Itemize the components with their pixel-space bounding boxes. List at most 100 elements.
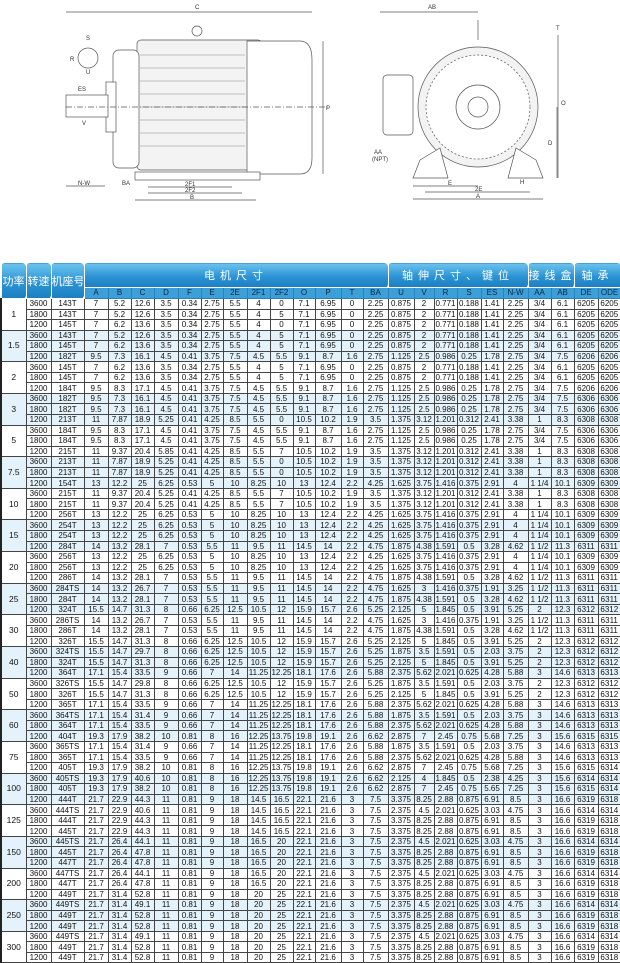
dim-cell-ode: 6318 — [597, 951, 620, 963]
dim-cell-2f2: 12 — [269, 656, 294, 669]
dim-cell-ode: 6312 — [597, 677, 620, 690]
dim-cell-t: 2.2 — [340, 508, 364, 521]
dim-cell-de: 6312 — [573, 603, 599, 616]
dim-cell-a: 7 — [83, 319, 109, 331]
dim-cell-p: 21.6 — [314, 867, 342, 880]
dim-cell-de: 6314 — [573, 804, 599, 816]
dim-cell-u: 3.375 — [387, 951, 415, 963]
dim-cell-u: 1.875 — [387, 540, 415, 553]
header-group-row: 功率 转速 机座号 电机尺寸 轴伸尺寸、键位 接线盒 轴承 — [0, 262, 620, 299]
frame-cell: 143T — [50, 308, 85, 321]
dim-cell-aa: 2 — [527, 646, 552, 658]
dim-cell-c: 26.7 — [130, 582, 155, 595]
dim-cell-f: 0.66 — [177, 667, 202, 679]
dim-cell-ba: 2.25 — [362, 308, 389, 321]
dim-cell-2e: 18 — [222, 951, 248, 963]
header-frame: 机座号 — [50, 262, 85, 299]
frame-cell: 284TS — [50, 582, 85, 595]
dim-cell-2f1: 11.25 — [246, 740, 271, 753]
dim-cell-t: 1.6 — [340, 392, 364, 405]
dim-cell-2e: 7.5 — [222, 435, 248, 447]
dim-cell-s: 0.312 — [456, 498, 482, 510]
dim-cell-2f2: 10 — [269, 519, 294, 532]
dim-cell-2f1: 4.5 — [246, 350, 271, 363]
table-row: 1200 365T 17.1 15.4 33.5 9 0.66 7 14 11.25 12.25 18… — [1, 698, 620, 711]
dim-cell-2f2: 16.5 — [269, 804, 294, 816]
frame-cell: 213T — [50, 466, 85, 479]
dim-cell-ode: 6318 — [597, 878, 620, 890]
dim-cell-de: 6312 — [573, 646, 599, 658]
dim-cell-ode: 6318 — [597, 920, 620, 932]
dim-cell-2f2: 13.75 — [269, 762, 294, 774]
dim-cell-2f1: 5.5 — [246, 487, 271, 500]
dim-cell-r: 1.591 — [433, 593, 458, 605]
dim-cell-t: 3 — [340, 846, 364, 858]
speed-cell: 3600 — [25, 677, 52, 690]
dim-cell-p: 8.7 — [314, 350, 342, 363]
dim-cell-2e: 18 — [222, 825, 248, 837]
dim-cell-b: 8.3 — [107, 424, 132, 437]
dim-cell-ab: 10.1 — [550, 477, 575, 489]
dim-cell-e: 2.75 — [200, 361, 224, 373]
dim-cell-t: 2.2 — [340, 582, 364, 595]
dim-cell-o: 7.1 — [292, 298, 316, 310]
frame-cell: 182T — [50, 392, 85, 405]
speed-cell: 1200 — [25, 540, 52, 553]
dim-cell-de: 6205 — [573, 371, 599, 384]
dim-cell-o: 13 — [292, 508, 316, 521]
dim-cell-aa: 3 — [527, 709, 552, 721]
dim-cell-o: 10.5 — [292, 445, 316, 458]
dim-cell-c: 25 — [130, 530, 155, 542]
speed-cell: 1800 — [25, 308, 52, 321]
dim-cell-ode: 6308 — [597, 487, 620, 500]
frame-cell: 405T — [50, 762, 85, 774]
dim-cell-d: 10 — [153, 730, 179, 742]
dim-cell-e: 7 — [200, 667, 224, 679]
dim-cell-a: 14 — [83, 572, 109, 584]
dim-cell-f: 0.41 — [177, 445, 202, 458]
dim-cell-r: 0.986 — [433, 424, 458, 437]
dim-cell-r: 1.845 — [433, 656, 458, 669]
dim-cell-c: 38.2 — [130, 762, 155, 774]
dim-cell-es: 3.03 — [480, 867, 504, 880]
power-cell: 100 — [0, 772, 27, 806]
dim-cell-b: 6.2 — [107, 371, 132, 384]
dim-cell-aa: 3 — [527, 751, 552, 764]
dim-cell-es: 3.91 — [480, 635, 504, 648]
dim-cell-b: 31.4 — [107, 930, 132, 943]
dim-cell-ab: 8.3 — [550, 445, 575, 458]
dim-cell-2f1: 14.5 — [246, 814, 271, 827]
dim-cell-u: 3.375 — [387, 846, 415, 858]
dim-cell-r: 2.021 — [433, 804, 458, 816]
dim-cell-2e: 11 — [222, 582, 248, 595]
dim-cell-o: 22.1 — [292, 951, 316, 963]
frame-cell: 286T — [50, 624, 85, 637]
dim-cell-n-w: 7.25 — [502, 783, 529, 795]
dim-cell-f: 0.66 — [177, 603, 202, 616]
dim-cell-es: 2.41 — [480, 456, 504, 468]
dim-cell-2e: 12.5 — [222, 635, 248, 648]
dim-cell-o: 15.9 — [292, 656, 316, 669]
dim-cell-c: 18.9 — [130, 466, 155, 479]
dim-cell-es: 2.91 — [480, 519, 504, 532]
dim-cell-2f2: 10 — [269, 508, 294, 521]
dim-cell-2e: 5.5 — [222, 371, 248, 384]
dim-cell-2f2: 12 — [269, 646, 294, 658]
dim-cell-t: 2.2 — [340, 540, 364, 553]
dim-cell-d: 5.85 — [153, 445, 179, 458]
dim-cell-d: 11 — [153, 835, 179, 848]
dim-cell-d: 11 — [153, 814, 179, 827]
dim-cell-b: 17.9 — [107, 783, 132, 795]
dim-cell-d: 10 — [153, 772, 179, 785]
dim-cell-d: 9 — [153, 740, 179, 753]
dim-cell-b: 12.2 — [107, 477, 132, 489]
table-row: 1800 145T 7 6.2 13.6 3.5 0.34 2.75 5.5 4 5 7.1 6.95 0… — [1, 340, 620, 352]
dim-cell-n-w: 7.25 — [502, 762, 529, 774]
dim-cell-ab: 7.5 — [550, 350, 575, 363]
dim-cell-u: 1.875 — [387, 624, 415, 637]
dim-cell-aa: 3 — [527, 814, 552, 827]
dim-cell-ab: 16.6 — [550, 835, 575, 848]
dim-cell-u: 3.375 — [387, 888, 415, 901]
dim-cell-de: 6309 — [573, 551, 599, 563]
dim-cell-p: 17.6 — [314, 667, 342, 679]
